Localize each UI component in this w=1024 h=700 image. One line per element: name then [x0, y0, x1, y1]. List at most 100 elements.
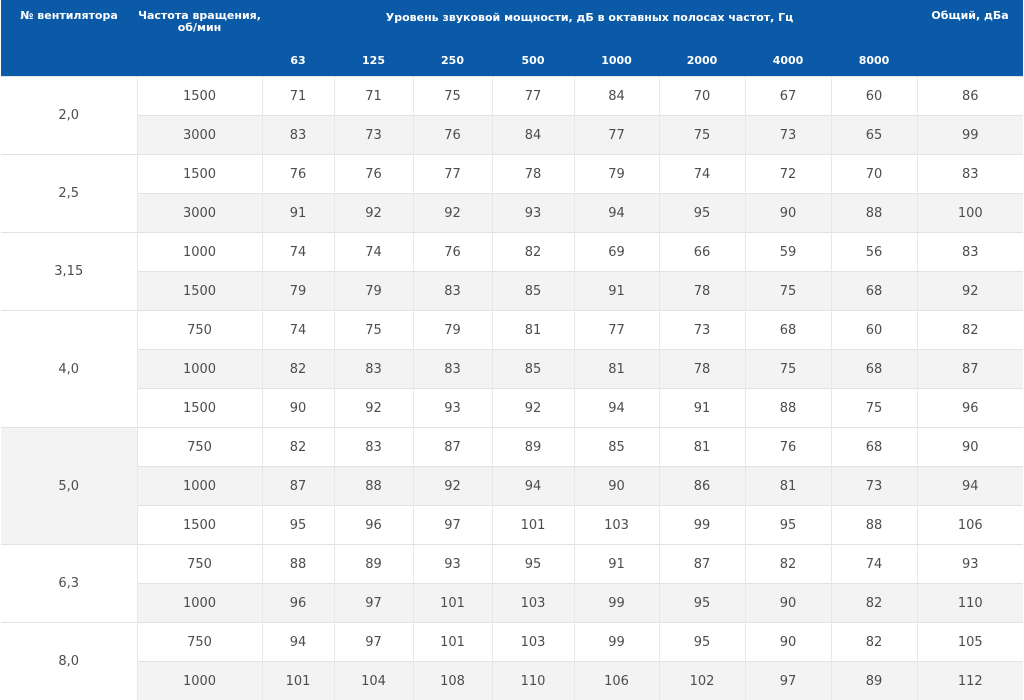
sound-level-cell: 81: [574, 350, 659, 389]
sound-level-cell: 75: [745, 272, 831, 311]
header-band: 250: [413, 46, 492, 77]
sound-level-cell: 83: [413, 350, 492, 389]
sound-level-cell: 99: [574, 584, 659, 623]
rpm-cell: 750: [137, 311, 262, 350]
sound-level-cell: 68: [745, 311, 831, 350]
rpm-cell: 1000: [137, 233, 262, 272]
sound-level-cell: 82: [262, 428, 334, 467]
sound-level-cell: 73: [659, 311, 745, 350]
sound-level-cell: 82: [492, 233, 574, 272]
sound-level-cell: 94: [574, 194, 659, 233]
sound-level-cell: 97: [334, 584, 413, 623]
sound-level-cell: 60: [831, 77, 917, 116]
fan-number-cell: 5,0: [1, 428, 137, 545]
sound-level-cell: 101: [492, 506, 574, 545]
sound-level-cell: 94: [574, 389, 659, 428]
sound-level-cell: 59: [745, 233, 831, 272]
sound-level-cell: 93: [413, 545, 492, 584]
total-cell: 93: [917, 545, 1023, 584]
sound-level-cell: 75: [659, 116, 745, 155]
sound-level-cell: 73: [745, 116, 831, 155]
sound-level-cell: 72: [745, 155, 831, 194]
sound-level-cell: 101: [413, 584, 492, 623]
header-band: 4000: [745, 46, 831, 77]
header-sound-level: Уровень звуковой мощности, дБ в октавных…: [262, 0, 917, 46]
total-cell: 87: [917, 350, 1023, 389]
total-cell: 105: [917, 623, 1023, 662]
sound-level-cell: 73: [831, 467, 917, 506]
sound-level-cell: 82: [831, 584, 917, 623]
sound-level-cell: 96: [334, 506, 413, 545]
rpm-cell: 1000: [137, 467, 262, 506]
sound-level-cell: 75: [334, 311, 413, 350]
sound-level-cell: 92: [413, 467, 492, 506]
total-cell: 94: [917, 467, 1023, 506]
header-band: 125: [334, 46, 413, 77]
sound-level-cell: 73: [334, 116, 413, 155]
sound-level-cell: 96: [262, 584, 334, 623]
sound-level-cell: 70: [659, 77, 745, 116]
header-band: 2000: [659, 46, 745, 77]
sound-level-cell: 77: [574, 116, 659, 155]
sound-level-cell: 92: [492, 389, 574, 428]
sound-level-cell: 76: [413, 116, 492, 155]
sound-level-cell: 95: [745, 506, 831, 545]
sound-level-cell: 78: [492, 155, 574, 194]
fan-number-cell: 8,0: [1, 623, 137, 700]
sound-level-cell: 82: [831, 623, 917, 662]
sound-level-cell: 90: [574, 467, 659, 506]
sound-level-cell: 87: [413, 428, 492, 467]
sound-level-cell: 102: [659, 662, 745, 700]
sound-level-cell: 85: [492, 272, 574, 311]
sound-level-cell: 76: [745, 428, 831, 467]
sound-level-cell: 74: [659, 155, 745, 194]
total-cell: 99: [917, 116, 1023, 155]
sound-level-cell: 95: [659, 194, 745, 233]
sound-level-cell: 88: [831, 506, 917, 545]
sound-level-cell: 74: [262, 311, 334, 350]
total-cell: 112: [917, 662, 1023, 700]
sound-level-cell: 99: [659, 506, 745, 545]
header-band: 8000: [831, 46, 917, 77]
sound-level-cell: 88: [745, 389, 831, 428]
sound-level-cell: 68: [831, 350, 917, 389]
total-cell: 83: [917, 155, 1023, 194]
sound-level-cell: 77: [574, 311, 659, 350]
sound-level-cell: 97: [334, 623, 413, 662]
sound-level-cell: 79: [334, 272, 413, 311]
sound-level-cell: 77: [492, 77, 574, 116]
rpm-cell: 1500: [137, 506, 262, 545]
sound-level-cell: 81: [745, 467, 831, 506]
sound-level-cell: 79: [262, 272, 334, 311]
sound-level-cell: 75: [745, 350, 831, 389]
sound-level-cell: 67: [745, 77, 831, 116]
total-cell: 82: [917, 311, 1023, 350]
sound-level-cell: 74: [831, 545, 917, 584]
fan-number-cell: 2,5: [1, 155, 137, 233]
sound-level-cell: 103: [492, 623, 574, 662]
total-cell: 92: [917, 272, 1023, 311]
sound-level-cell: 68: [831, 272, 917, 311]
sound-level-cell: 97: [413, 506, 492, 545]
sound-level-cell: 71: [334, 77, 413, 116]
sound-level-cell: 65: [831, 116, 917, 155]
sound-level-cell: 75: [831, 389, 917, 428]
header-rpm: Частота вращения, об/мин: [137, 0, 262, 77]
sound-level-cell: 78: [659, 350, 745, 389]
rpm-cell: 1000: [137, 350, 262, 389]
sound-level-cell: 103: [574, 506, 659, 545]
sound-level-cell: 90: [745, 623, 831, 662]
sound-level-cell: 81: [659, 428, 745, 467]
total-cell: 90: [917, 428, 1023, 467]
